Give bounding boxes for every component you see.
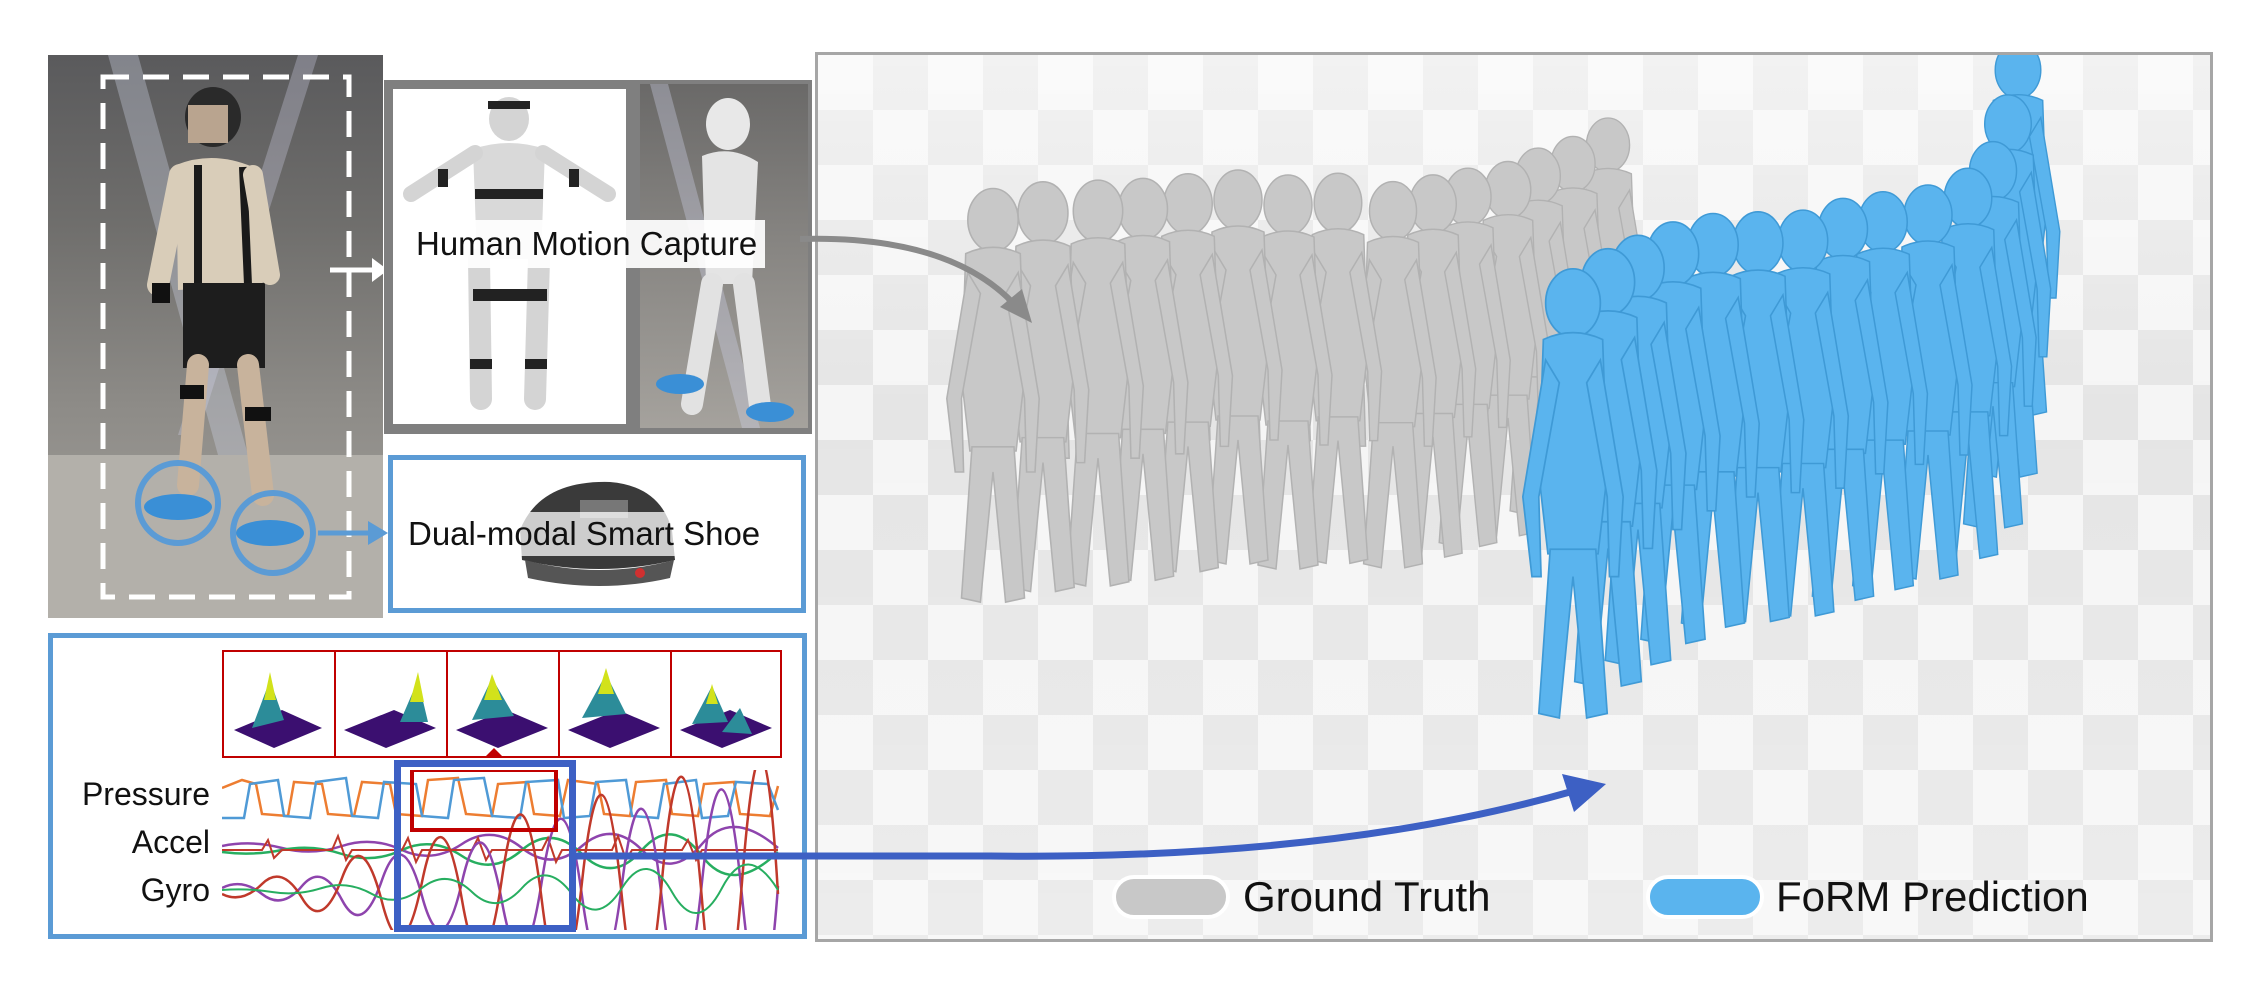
gyro-trace-2 (222, 770, 780, 930)
pressure-heatmaps (222, 650, 782, 758)
signals-to-prediction-arrow (570, 774, 1606, 860)
pressure-label: Pressure (81, 776, 210, 812)
sensor-waveforms (222, 770, 780, 930)
smart-shoe-label: Dual-modal Smart Shoe (404, 512, 765, 556)
heatmap-2 (344, 672, 436, 748)
mocap-label: Human Motion Capture (408, 220, 766, 268)
mocap-to-ground-truth-arrow (800, 235, 1032, 323)
prediction-swatch (1646, 875, 1764, 919)
heatmap-4 (568, 668, 660, 748)
heatmap-3 (456, 674, 548, 748)
ground-truth-swatch (1112, 875, 1230, 919)
ground-truth-legend-label: Ground Truth (1243, 873, 1491, 920)
gyro-label: Gyro (140, 872, 210, 908)
heatmap-5 (680, 684, 772, 748)
prediction-legend-label: FoRM Prediction (1776, 873, 2089, 920)
shoe-arrow (318, 521, 388, 545)
signal-window-highlight (394, 760, 576, 932)
heatmap-1 (234, 672, 322, 748)
pressure-window-box (410, 770, 558, 832)
accel-trace-3 (222, 833, 778, 865)
gyro-trace-3 (222, 863, 779, 914)
subject-photo-illustration (48, 55, 383, 618)
photo-to-mocap-arrow (330, 258, 388, 282)
subject-photo (48, 55, 383, 618)
pressure-trace-orange (222, 776, 780, 818)
accel-label: Accel (131, 824, 210, 860)
